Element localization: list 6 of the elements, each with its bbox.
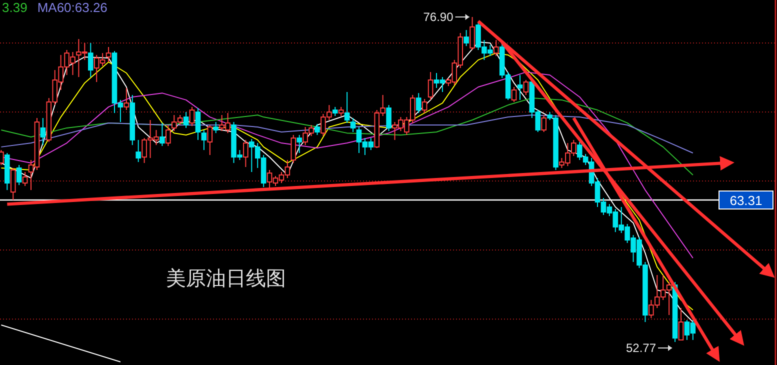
annotation: MA60:63.26 [37, 0, 108, 15]
text: 美原油日线图 [166, 267, 286, 290]
annotation: 76.90 [423, 10, 454, 24]
annotation: 52.77 [626, 340, 656, 355]
ref-line-label: 63.31 [730, 193, 762, 208]
annotation: 3.39 [2, 0, 28, 15]
